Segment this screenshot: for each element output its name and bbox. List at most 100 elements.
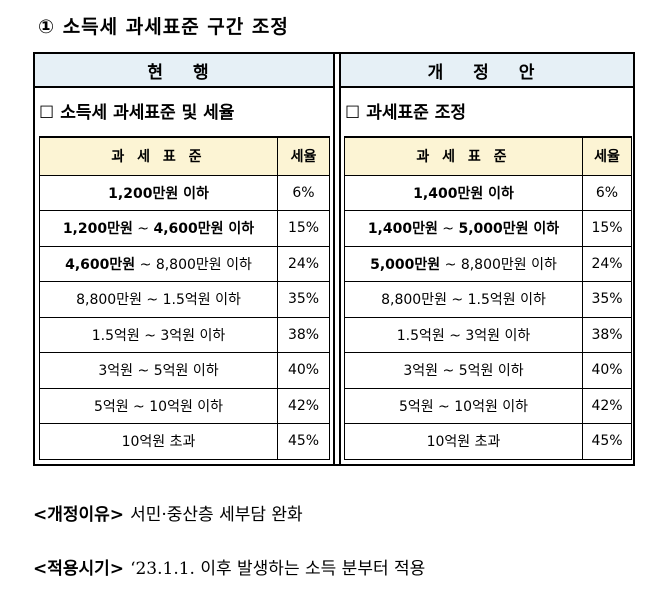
- bracket-to: 5억원 이하: [458, 363, 524, 380]
- bracket-cell: 5,000만원 ~ 8,800만원 이하: [344, 245, 583, 282]
- bracket-column-header: 과 세 표 준: [39, 136, 278, 176]
- effective-date-text: ‘23.1.1. 이후 발생하는 소득 분부터 적용: [130, 559, 426, 579]
- revision-reason-label: <개정이유>: [33, 505, 125, 525]
- current-subtitle: ☐ 소득세 과세표준 및 세율: [39, 98, 234, 123]
- bracket-tilde: ~: [135, 256, 156, 273]
- effective-date: <적용시기> ‘23.1.1. 이후 발생하는 소득 분부터 적용: [33, 554, 425, 579]
- bracket-column-header: 과 세 표 준: [344, 136, 583, 176]
- table-row: 1,200만원 ~ 4,600만원 이하 15%: [39, 210, 330, 247]
- table-row: 3억원 ~ 5억원 이하 40%: [344, 352, 632, 389]
- bracket-from: 1,400만원: [367, 221, 438, 238]
- bracket-to: 8,800만원 이하: [155, 256, 252, 273]
- table-row: 3억원 ~ 5억원 이하 40%: [39, 352, 330, 389]
- table-row: 8,800만원 ~ 1.5억원 이하 35%: [344, 281, 632, 318]
- bracket-to: 10억원 이하: [149, 398, 224, 415]
- bracket-cell: 5억원 ~ 10억원 이하: [344, 387, 583, 424]
- table-row: 5억원 ~ 10억원 이하 42%: [39, 387, 330, 424]
- rate-cell: 38%: [277, 316, 330, 353]
- table-row: 1,400만원 ~ 5,000만원 이하 15%: [344, 210, 632, 247]
- rate-cell: 40%: [582, 352, 632, 389]
- rate-cell: 45%: [277, 423, 330, 460]
- table-row: 10억원 초과 45%: [344, 423, 632, 460]
- bracket-to: 1.5억원 이하: [162, 292, 241, 309]
- bracket-cell: 3억원 ~ 5억원 이하: [344, 352, 583, 389]
- bracket-to: 1,400만원 이하: [413, 185, 514, 202]
- table-row: 5억원 ~ 10억원 이하 42%: [344, 387, 632, 424]
- table-row: 4,600만원 ~ 8,800만원 이하 24%: [39, 245, 330, 282]
- bracket-cell: 4,600만원 ~ 8,800만원 이하: [39, 245, 278, 282]
- rate-cell: 35%: [582, 281, 632, 318]
- table-row: 1,200만원 이하 6%: [39, 174, 330, 211]
- bracket-from: 3억원: [403, 363, 439, 380]
- bracket-tilde: ~: [132, 221, 154, 238]
- section-title: ① 소득세 과세표준 구간 조정: [38, 16, 289, 38]
- bracket-from: 5억원: [398, 398, 434, 415]
- bracket-cell: 1.5억원 ~ 3억원 이하: [344, 316, 583, 353]
- bracket-from: 1,200만원: [62, 221, 133, 238]
- checkbox-square-icon: ☐: [345, 103, 361, 123]
- proposed-subtitle-text: 과세표준 조정: [366, 103, 467, 123]
- comparison-table: 현 행 ☐ 소득세 과세표준 및 세율 과 세 표 준 세율 1,200만원 이하…: [33, 52, 635, 466]
- rate-cell: 35%: [277, 281, 330, 318]
- current-header: 현 행: [35, 54, 333, 88]
- bracket-cell: 1,400만원 ~ 5,000만원 이하: [344, 210, 583, 247]
- current-rate-table: 과 세 표 준 세율 1,200만원 이하 6% 1,200만원 ~ 4,600만원…: [39, 136, 330, 460]
- table-row: 10억원 초과 45%: [39, 423, 330, 460]
- bracket-to: 1,200만원 이하: [108, 185, 209, 202]
- bracket-from: 1.5억원: [91, 327, 140, 344]
- revision-reason: <개정이유> 서민·중산층 세부담 완화: [33, 500, 303, 525]
- bracket-to: 3억원 이하: [465, 327, 531, 344]
- bracket-cell: 1,400만원 이하: [344, 174, 583, 211]
- bracket-tilde: ~: [141, 292, 163, 309]
- table-row: 5,000만원 ~ 8,800만원 이하 24%: [344, 245, 632, 282]
- table-header-row: 과 세 표 준 세율: [39, 136, 330, 176]
- proposed-subtitle: ☐ 과세표준 조정: [345, 98, 466, 123]
- rate-cell: 24%: [582, 245, 632, 282]
- rate-cell: 24%: [277, 245, 330, 282]
- current-subtitle-text: 소득세 과세표준 및 세율: [60, 103, 235, 123]
- rate-cell: 45%: [582, 423, 632, 460]
- bracket-to: 10억원 이하: [454, 398, 529, 415]
- bracket-to: 3억원 이하: [160, 327, 226, 344]
- proposed-column: 개 정 안 ☐ 과세표준 조정 과 세 표 준 세율 1,400만원 이하 6% 1,…: [339, 54, 633, 464]
- checkbox-square-icon: ☐: [39, 103, 55, 123]
- rate-column-header: 세율: [277, 136, 330, 176]
- table-row: 1.5억원 ~ 3억원 이하 38%: [344, 316, 632, 353]
- bracket-cell: 1,200만원 ~ 4,600만원 이하: [39, 210, 278, 247]
- bracket-cell: 1,200만원 이하: [39, 174, 278, 211]
- table-row: 1.5억원 ~ 3억원 이하 38%: [39, 316, 330, 353]
- bracket-to: 4,600만원 이하: [153, 221, 255, 238]
- bracket-tilde: ~: [139, 327, 161, 344]
- bracket-to: 5억원 이하: [153, 363, 219, 380]
- bracket-to: 5,000만원 이하: [458, 221, 560, 238]
- bracket-tilde: ~: [433, 398, 455, 415]
- bracket-tilde: ~: [438, 363, 459, 380]
- rate-cell: 6%: [277, 174, 330, 211]
- bracket-tilde: ~: [444, 327, 466, 344]
- bracket-cell: 8,800만원 ~ 1.5억원 이하: [344, 281, 583, 318]
- bracket-tilde: ~: [128, 398, 150, 415]
- bracket-to: 8,800만원 이하: [460, 256, 557, 273]
- rate-column-header: 세율: [582, 136, 632, 176]
- bracket-cell: 3억원 ~ 5억원 이하: [39, 352, 278, 389]
- bracket-to: 1.5억원 이하: [467, 292, 546, 309]
- proposed-rate-table: 과 세 표 준 세율 1,400만원 이하 6% 1,400만원 ~ 5,000만원…: [344, 136, 632, 460]
- table-header-row: 과 세 표 준 세율: [344, 136, 632, 176]
- bracket-cell: 10억원 초과: [39, 423, 278, 460]
- bracket-from: 1.5억원: [396, 327, 445, 344]
- rate-cell: 15%: [277, 210, 330, 247]
- rate-cell: 15%: [582, 210, 632, 247]
- bracket-tilde: ~: [437, 221, 459, 238]
- rate-cell: 40%: [277, 352, 330, 389]
- rate-cell: 42%: [277, 387, 330, 424]
- bracket-cell: 10억원 초과: [344, 423, 583, 460]
- bracket-cell: 1.5억원 ~ 3억원 이하: [39, 316, 278, 353]
- proposed-header: 개 정 안: [341, 54, 633, 88]
- rate-cell: 42%: [582, 387, 632, 424]
- rate-cell: 6%: [582, 174, 632, 211]
- bracket-from: 5,000만원: [370, 256, 441, 273]
- current-column: 현 행 ☐ 소득세 과세표준 및 세율 과 세 표 준 세율 1,200만원 이하…: [35, 54, 335, 464]
- bracket-from: 5억원: [93, 398, 129, 415]
- table-row: 1,400만원 이하 6%: [344, 174, 632, 211]
- bracket-tilde: ~: [446, 292, 468, 309]
